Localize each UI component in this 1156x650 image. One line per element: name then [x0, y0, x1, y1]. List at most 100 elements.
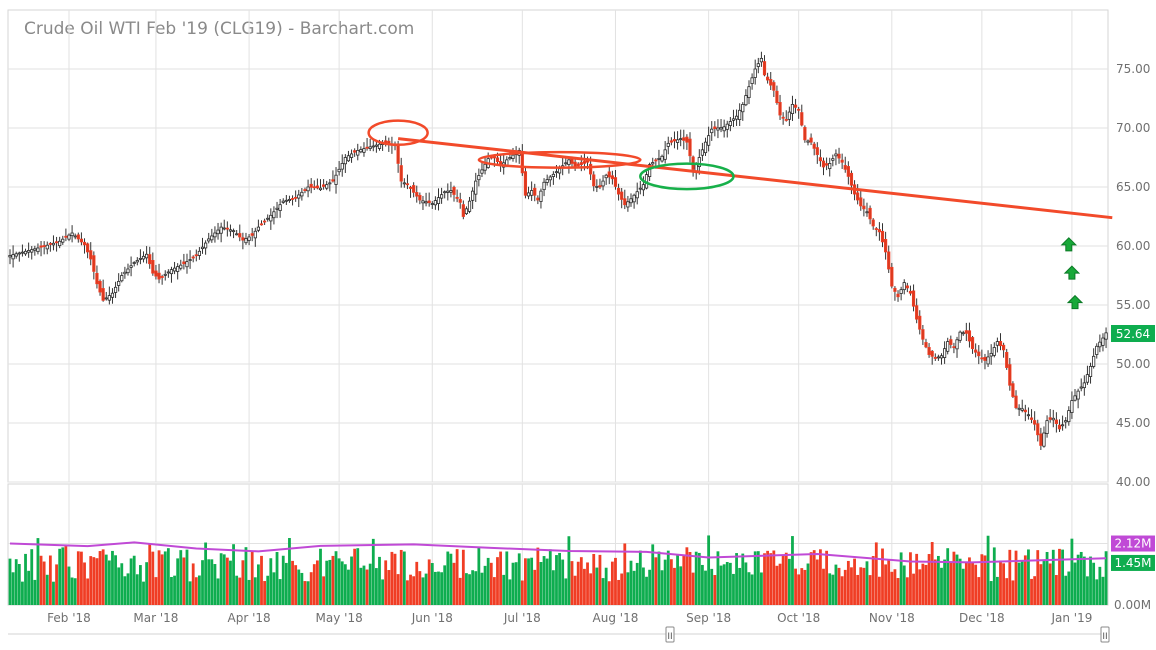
volume-bar — [1058, 548, 1061, 605]
x-tick-label: Aug '18 — [593, 611, 639, 625]
candle-body — [710, 128, 714, 134]
candle-body — [467, 200, 472, 212]
candle-body — [207, 238, 211, 242]
volume-bar — [1082, 556, 1086, 605]
candle-body — [359, 149, 363, 153]
volume-bar — [812, 550, 816, 605]
volume-level-tag-label: 1.45M — [1114, 556, 1151, 570]
candle-body — [787, 111, 791, 120]
candle-body — [424, 201, 428, 204]
candle-body — [126, 268, 130, 274]
volume-bar — [865, 561, 869, 605]
red-ellipse-annotation — [367, 119, 429, 147]
volume-bar — [822, 568, 825, 605]
volume-bar — [238, 577, 242, 605]
candle-body — [449, 190, 453, 193]
candle-body — [554, 171, 559, 174]
candle-body — [722, 126, 726, 132]
volume-bar — [8, 558, 12, 605]
volume-bar — [1073, 562, 1077, 605]
volume-bar — [437, 571, 440, 605]
volume-bar — [840, 576, 844, 605]
candle-body — [930, 350, 934, 357]
volume-bar — [980, 554, 984, 605]
candle-body — [613, 177, 618, 187]
candle-body — [1033, 420, 1037, 425]
candle-body — [408, 186, 413, 189]
candle-body — [812, 143, 816, 149]
volume-bar — [775, 565, 779, 605]
candle-body — [436, 197, 441, 204]
candle-body — [579, 162, 583, 165]
volume-bar — [356, 548, 360, 605]
candle-body — [1023, 409, 1027, 413]
volume-bar — [974, 564, 978, 605]
volume-bar — [378, 556, 381, 605]
candle-body — [1036, 423, 1040, 436]
candle-body — [176, 266, 180, 272]
candle-body — [235, 233, 239, 236]
candle-body — [483, 163, 487, 171]
volume-bar — [294, 565, 298, 605]
volume-bar — [257, 564, 260, 605]
candle-body — [430, 203, 434, 205]
candle-body — [918, 315, 922, 330]
candle-body — [135, 260, 139, 263]
candle-body — [197, 250, 202, 256]
volume-bar — [555, 555, 558, 605]
candle-body — [458, 199, 462, 203]
candle-body — [101, 288, 105, 301]
scrollbar-start-handle[interactable] — [665, 626, 675, 643]
candle-body — [970, 337, 975, 350]
y-axis-labels: 75.00 70.00 65.00 60.00 55.00 50.00 45.00 40.00… — [1114, 62, 1151, 612]
candle-body — [915, 305, 919, 320]
candle-body — [241, 237, 245, 241]
candle-body — [117, 280, 121, 286]
candle-body — [582, 161, 587, 164]
scrollbar[interactable]: II II — [8, 626, 1110, 643]
candle-body — [675, 139, 680, 143]
volume-bar — [337, 558, 341, 605]
volume-bar — [595, 567, 599, 605]
volume-bar — [449, 553, 453, 605]
scrollbar-end-handle[interactable] — [1100, 626, 1110, 643]
candle-body — [477, 175, 481, 181]
candle-body — [1020, 408, 1024, 411]
candle-body — [536, 197, 540, 201]
volume-bar — [697, 552, 701, 605]
volume-bar — [70, 577, 74, 605]
volume-bar — [831, 574, 835, 605]
volume-bar — [107, 560, 111, 605]
candle-body — [169, 269, 174, 275]
volume-bar — [722, 564, 726, 605]
candle-body — [505, 159, 509, 166]
volume-bar — [856, 574, 860, 605]
candle-body — [20, 251, 25, 254]
volume-bar — [564, 578, 568, 605]
volume-bar — [309, 572, 313, 605]
volume-bar — [1027, 549, 1030, 605]
volume-bar — [235, 575, 239, 605]
volume-bar — [843, 569, 847, 605]
candle-body — [45, 244, 49, 250]
volume-bar — [80, 551, 83, 605]
volume-bar — [663, 559, 667, 605]
candle-body — [489, 156, 493, 159]
volume-bar — [918, 569, 922, 605]
candle-body — [703, 141, 708, 154]
candle-body — [1039, 433, 1043, 446]
candle-body — [1002, 344, 1006, 351]
volume-bar — [604, 567, 608, 605]
volume-bar — [89, 556, 93, 605]
volume-bar — [1017, 562, 1021, 605]
volume-bar — [995, 576, 999, 605]
volume-bar — [958, 558, 962, 605]
candle-body — [11, 254, 15, 260]
candle-body — [259, 223, 264, 226]
candle-body — [601, 180, 605, 187]
candle-body — [803, 127, 807, 141]
candle-body — [884, 239, 888, 253]
volume-bar — [707, 535, 711, 605]
